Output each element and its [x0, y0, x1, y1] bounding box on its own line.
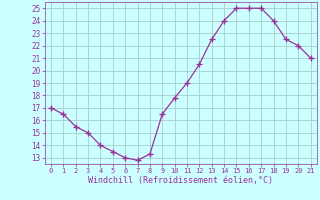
X-axis label: Windchill (Refroidissement éolien,°C): Windchill (Refroidissement éolien,°C)	[88, 176, 273, 185]
